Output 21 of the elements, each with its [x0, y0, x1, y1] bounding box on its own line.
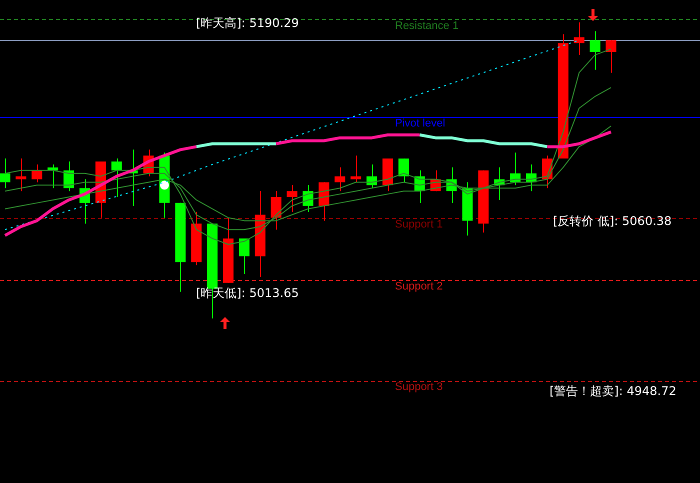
text: [警告！超卖]: 4948.72	[550, 384, 676, 398]
candlestick	[590, 30, 600, 70]
candlestick	[398, 158, 409, 183]
candlestick	[574, 22, 584, 56]
ref-line-label: Pivot level	[395, 118, 446, 130]
ref-line-label: Support 1	[395, 218, 443, 230]
ref-line-label: Support 3	[395, 381, 443, 394]
candlestick	[111, 158, 122, 198]
ref-line-label: Support 2	[395, 280, 443, 292]
candlestick	[334, 166, 346, 192]
candlestick	[238, 238, 250, 274]
candlestick	[350, 155, 362, 183]
annotation: [反转价 低]: 5060.38	[553, 214, 672, 228]
annotation: [昨天高]: 5190.29	[196, 16, 299, 30]
candlestick	[286, 184, 298, 212]
candlestick	[606, 40, 616, 74]
candlestick	[0, 158, 10, 189]
candlestick	[16, 158, 26, 192]
candlestick	[270, 190, 282, 230]
ref-line-label: Resistance 1	[395, 20, 459, 32]
candlestick	[32, 164, 42, 183]
